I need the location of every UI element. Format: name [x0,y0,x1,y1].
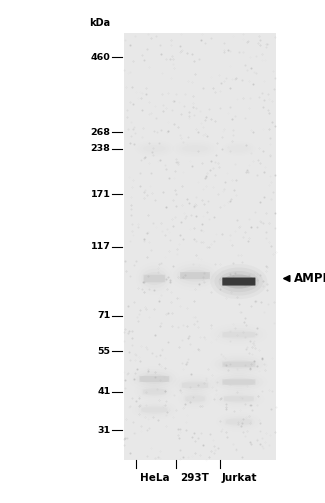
Text: 268: 268 [90,128,110,137]
FancyBboxPatch shape [143,389,166,394]
FancyBboxPatch shape [144,275,165,282]
Text: 460: 460 [91,53,111,62]
Text: Jurkat: Jurkat [221,473,257,483]
FancyBboxPatch shape [226,420,252,425]
FancyBboxPatch shape [139,376,169,382]
Text: AMPD3: AMPD3 [294,272,325,285]
Text: 171: 171 [91,190,111,199]
Text: kDa: kDa [89,18,111,28]
FancyBboxPatch shape [143,146,166,151]
Ellipse shape [223,275,255,289]
Text: 31: 31 [98,426,111,435]
Ellipse shape [218,271,259,292]
FancyBboxPatch shape [229,146,249,150]
Text: 238: 238 [91,144,111,153]
FancyBboxPatch shape [222,332,255,338]
Text: 71: 71 [97,311,111,320]
FancyBboxPatch shape [182,382,208,388]
FancyBboxPatch shape [180,272,210,279]
Text: 55: 55 [98,347,111,356]
FancyBboxPatch shape [224,396,254,401]
Bar [124,33,276,460]
FancyBboxPatch shape [222,362,255,367]
FancyBboxPatch shape [141,407,168,412]
Text: 293T: 293T [181,473,209,483]
Text: 117: 117 [91,242,111,252]
FancyBboxPatch shape [182,146,208,151]
Text: HeLa: HeLa [139,473,169,483]
Text: 41: 41 [97,387,111,396]
FancyBboxPatch shape [222,278,255,286]
FancyBboxPatch shape [185,396,205,401]
FancyBboxPatch shape [222,379,255,385]
